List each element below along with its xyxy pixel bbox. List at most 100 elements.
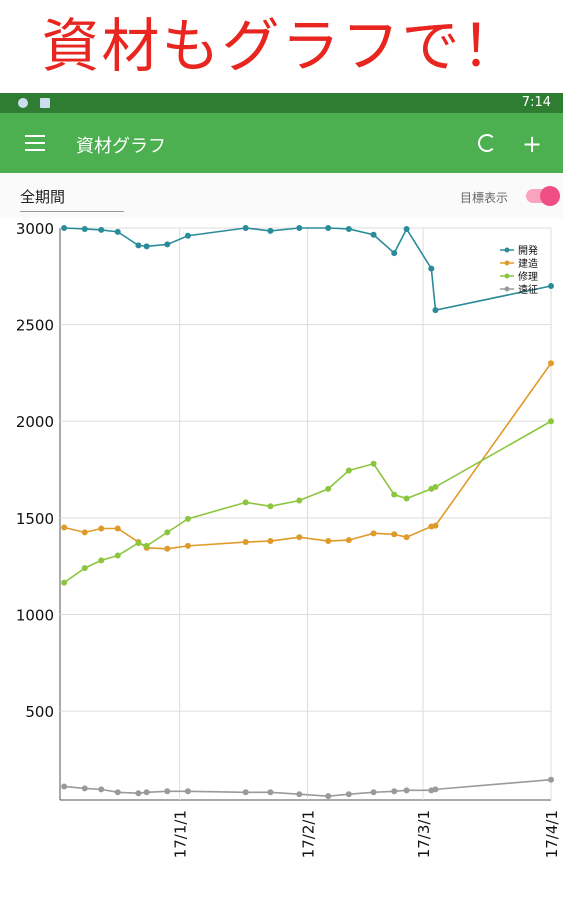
y-tick-label: 2000 [16, 413, 54, 431]
legend-swatch [504, 260, 510, 266]
status-bar: 7:14 [0, 93, 563, 113]
data-point [296, 497, 303, 504]
data-point [432, 522, 439, 529]
y-tick-label: 1000 [16, 606, 54, 624]
refresh-button[interactable] [478, 134, 496, 152]
data-point [242, 225, 249, 231]
legend-swatch [504, 247, 510, 253]
y-tick-label: 3000 [16, 220, 54, 238]
data-point [345, 225, 352, 232]
banner-title: 資材もグラフで！ [0, 0, 563, 93]
series [61, 225, 554, 314]
status-time: 7:14 [521, 95, 551, 110]
data-point [370, 530, 377, 537]
data-point [325, 485, 332, 492]
data-point [548, 418, 554, 425]
data-point [403, 495, 410, 502]
legend-label: 修理 [518, 270, 538, 283]
data-point [164, 241, 171, 248]
legend-label: 建造 [518, 257, 538, 270]
status-icon [18, 98, 28, 108]
data-point [325, 225, 332, 231]
data-point [135, 539, 142, 546]
data-point [325, 793, 332, 800]
data-point [391, 531, 398, 538]
data-point [428, 265, 435, 272]
data-point [370, 460, 377, 467]
data-point [184, 232, 191, 239]
data-point [81, 785, 88, 792]
menu-button[interactable] [25, 135, 45, 151]
data-point [143, 789, 150, 796]
data-point [548, 282, 554, 289]
data-point [81, 565, 88, 572]
data-point [370, 789, 377, 796]
y-tick-label: 2500 [16, 317, 54, 335]
data-point [61, 524, 68, 531]
data-point [391, 250, 398, 257]
legend-swatch [504, 273, 510, 279]
x-tick-label: 17/1/1 [172, 810, 190, 858]
data-point [135, 790, 142, 797]
data-point [267, 789, 274, 796]
data-point [403, 225, 410, 232]
data-point [345, 537, 352, 544]
data-point [114, 789, 121, 796]
data-point [61, 783, 68, 790]
data-point [242, 499, 249, 506]
add-button[interactable]: + [522, 130, 543, 158]
data-point [296, 225, 303, 231]
chart: 500 1000 1500 2000 2500 3000 17/1/1 17/2/1 17/3/… [16, 220, 561, 858]
data-point [242, 789, 249, 796]
data-point [432, 786, 439, 793]
legend-label: 遠征 [518, 283, 538, 296]
data-point [370, 231, 377, 238]
data-point [61, 579, 68, 586]
y-tick-label: 1500 [16, 510, 54, 528]
data-point [164, 529, 171, 536]
data-point [325, 538, 332, 545]
data-point [345, 467, 352, 474]
data-point [184, 788, 191, 795]
data-point [267, 503, 274, 510]
data-point [98, 525, 105, 532]
data-point [345, 791, 352, 798]
x-tick-label: 17/4/1 [543, 810, 561, 858]
data-point [391, 491, 398, 498]
data-point [164, 788, 171, 795]
data-point [143, 243, 150, 250]
data-point [403, 534, 410, 541]
data-point [242, 539, 249, 546]
data-point [403, 787, 410, 794]
data-point [135, 242, 142, 249]
series [61, 418, 554, 586]
toolbar: 全期間 目標表示 [0, 173, 563, 218]
series [61, 776, 554, 800]
data-point [81, 225, 88, 232]
data-point [114, 228, 121, 235]
data-point [432, 483, 439, 490]
series [61, 360, 554, 552]
data-point [61, 225, 68, 231]
data-point [548, 360, 554, 367]
app-title: 資材グラフ [76, 136, 166, 157]
legend-label: 開発 [518, 244, 538, 257]
data-point [143, 542, 150, 549]
data-point [267, 227, 274, 234]
data-point [98, 557, 105, 564]
legend-swatch [504, 286, 510, 292]
period-select[interactable]: 全期間 [20, 186, 124, 212]
data-point [98, 226, 105, 233]
data-point [184, 515, 191, 522]
data-point [98, 786, 105, 793]
app-bar: 資材グラフ + [0, 113, 563, 173]
x-tick-label: 17/3/1 [415, 810, 433, 858]
data-point [432, 307, 439, 314]
data-point [184, 542, 191, 549]
goal-toggle[interactable] [526, 186, 560, 206]
status-icon [40, 98, 50, 108]
data-point [114, 525, 121, 532]
data-point [114, 552, 121, 559]
y-tick-label: 500 [25, 703, 54, 721]
